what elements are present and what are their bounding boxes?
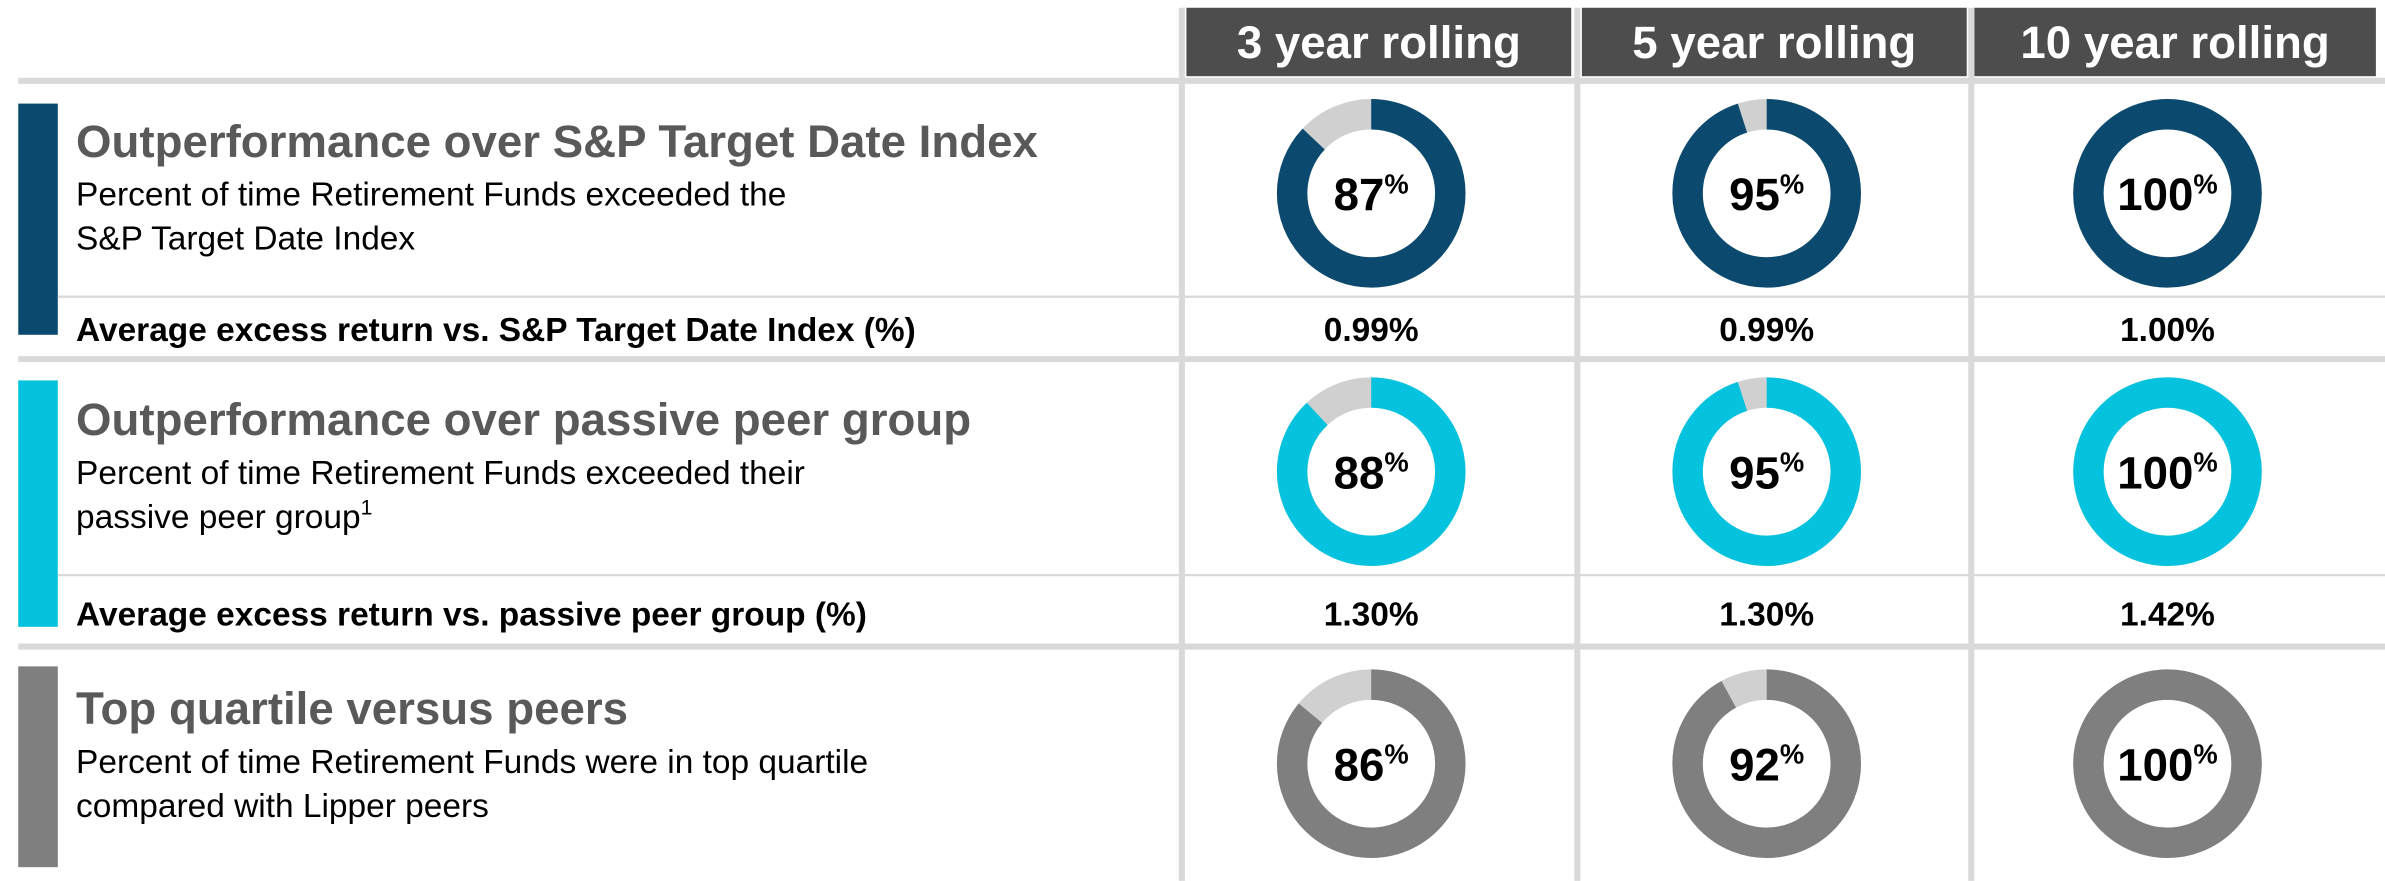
- excess-value: 1.00%: [2120, 312, 2215, 349]
- donut-label: 95%: [1729, 168, 1804, 220]
- donut-segment: [1276, 99, 1466, 288]
- donut-unit: %: [1780, 447, 1804, 478]
- donut-segment: [1276, 377, 1466, 566]
- donut-unit: %: [2193, 739, 2217, 770]
- donut-segment: [2073, 377, 2262, 566]
- donut-unit: %: [1780, 168, 1804, 199]
- section-color-bar: [18, 380, 58, 627]
- donut-value: 88: [1334, 447, 1385, 498]
- donut-value: 100: [2117, 739, 2193, 790]
- section-subtitle: Percent of time Retirement Funds were in…: [76, 744, 868, 781]
- donut-unit: %: [1384, 447, 1408, 478]
- subtitle-line: Percent of time Retirement Funds exceede…: [76, 455, 805, 492]
- column-header-label: 10 year rolling: [2020, 17, 2329, 68]
- donut-segment: [1672, 99, 1861, 288]
- donut-unit: %: [1384, 739, 1408, 770]
- subtitle-line: compared with Lipper peers: [76, 788, 489, 825]
- excess-value: 0.99%: [1719, 312, 1814, 349]
- column-header-label: 3 year rolling: [1237, 17, 1521, 68]
- donut-segment: [2073, 99, 2262, 288]
- donut-unit: %: [1384, 168, 1408, 199]
- donut-label: 95%: [1729, 447, 1804, 499]
- section-subtitle: compared with Lipper peers: [76, 788, 489, 825]
- donut-unit: %: [2193, 168, 2217, 199]
- donut-segment: [2073, 669, 2262, 859]
- donut-label: 100%: [2117, 168, 2217, 220]
- excess-label: Average excess return vs. S&P Target Dat…: [76, 312, 916, 349]
- donut-label: 86%: [1334, 739, 1409, 791]
- column-header: [1974, 7, 2376, 77]
- donut-label: 88%: [1334, 447, 1409, 499]
- donut-value: 92: [1729, 739, 1780, 790]
- column-header: [1186, 7, 1572, 77]
- donut-label: 100%: [2117, 739, 2217, 791]
- subtitle-line: Percent of time Retirement Funds exceede…: [76, 176, 786, 213]
- donut-value: 100: [2117, 169, 2193, 220]
- donut-segment: [1672, 377, 1861, 566]
- donut-unit: %: [1780, 739, 1804, 770]
- excess-value: 1.30%: [1719, 596, 1814, 633]
- section-color-bar: [18, 103, 58, 335]
- column-header-label: 5 year rolling: [1632, 17, 1916, 68]
- donut-segment: [1672, 669, 1861, 859]
- column-header: [1581, 7, 1967, 77]
- section-subtitle: Percent of time Retirement Funds exceede…: [76, 455, 805, 492]
- donut-label: 100%: [2117, 447, 2217, 499]
- donut-unit: %: [2193, 447, 2217, 478]
- section-subtitle: Percent of time Retirement Funds exceede…: [76, 176, 786, 213]
- excess-label: Average excess return vs. passive peer g…: [76, 596, 867, 633]
- footnote-ref: 1: [361, 495, 373, 519]
- excess-value: 1.42%: [2120, 596, 2215, 633]
- donut-value: 100: [2117, 447, 2193, 498]
- subtitle-line: S&P Target Date Index: [76, 221, 415, 258]
- subtitle-line: passive peer group: [76, 499, 361, 536]
- section-subtitle: S&P Target Date Index: [76, 221, 415, 258]
- donut-value: 95: [1729, 447, 1780, 498]
- donut-value: 87: [1334, 169, 1385, 220]
- donut-value: 86: [1334, 739, 1385, 790]
- section-subtitle: passive peer group1: [76, 495, 372, 536]
- subtitle-line: Percent of time Retirement Funds were in…: [76, 744, 868, 781]
- section-title: Outperformance over passive peer group: [76, 394, 971, 445]
- section-title: Outperformance over S&P Target Date Inde…: [76, 116, 1038, 167]
- donut-segment: [1276, 669, 1466, 859]
- donut-label: 87%: [1334, 168, 1409, 220]
- donut-label: 92%: [1729, 739, 1804, 791]
- section-title: Top quartile versus peers: [76, 683, 628, 734]
- donut-value: 95: [1729, 169, 1780, 220]
- excess-value: 1.30%: [1324, 596, 1419, 633]
- section-color-bar: [18, 666, 58, 868]
- excess-value: 0.99%: [1324, 312, 1419, 349]
